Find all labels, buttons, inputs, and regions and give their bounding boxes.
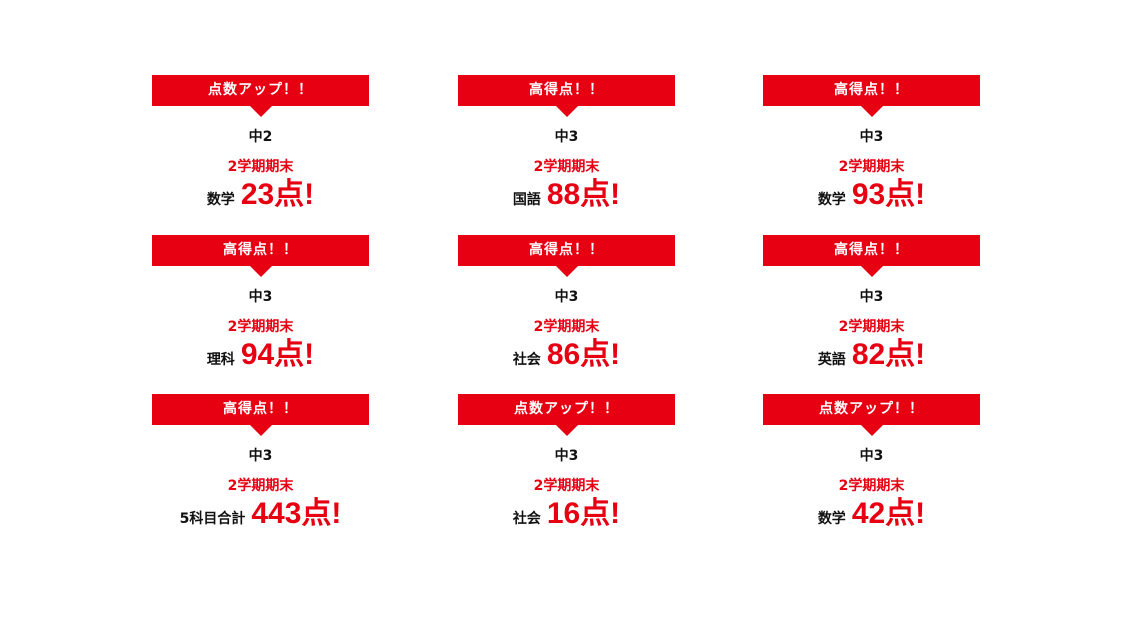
grade-label: 中3 xyxy=(248,289,273,305)
subject-label: 社会 xyxy=(512,352,541,368)
subject-label: 国語 xyxy=(512,192,541,208)
badge-banner: 点数アップ！！ xyxy=(152,75,369,117)
score-line: 数学 42点! xyxy=(763,497,980,531)
result-card: 高得点！！ 中3 2学期期末 5科目合計 443点! xyxy=(152,394,369,531)
score-line: 英語 82点! xyxy=(763,338,980,372)
score-value: 93点! xyxy=(851,178,926,211)
result-card: 高得点！！ 中3 2学期期末 社会 86点! xyxy=(458,235,675,372)
score-line: 5科目合計 443点! xyxy=(152,497,369,531)
term-label: 2学期期末 xyxy=(533,159,600,175)
grade-label: 中3 xyxy=(554,129,579,145)
badge-banner: 点数アップ！！ xyxy=(458,394,675,436)
score-line: 数学 93点! xyxy=(763,178,980,212)
badge-banner: 高得点！！ xyxy=(458,235,675,277)
term-label: 2学期期末 xyxy=(227,478,294,494)
score-value: 16点! xyxy=(546,497,621,530)
result-card: 高得点！！ 中3 2学期期末 理科 94点! xyxy=(152,235,369,372)
badge-banner: 高得点！！ xyxy=(152,394,369,436)
term-label: 2学期期末 xyxy=(227,319,294,335)
grade-label: 中3 xyxy=(554,289,579,305)
subject-label: 5科目合計 xyxy=(179,511,246,527)
term-label: 2学期期末 xyxy=(838,159,905,175)
subject-label: 英語 xyxy=(817,352,846,368)
score-value: 86点! xyxy=(546,338,621,371)
grade-label: 中3 xyxy=(554,448,579,464)
score-line: 社会 86点! xyxy=(458,338,675,372)
term-label: 2学期期末 xyxy=(533,478,600,494)
score-value: 443点! xyxy=(251,497,342,530)
result-card: 点数アップ！！ 中2 2学期期末 数学 23点! xyxy=(152,75,369,212)
result-card: 点数アップ！！ 中3 2学期期末 数学 42点! xyxy=(763,394,980,531)
result-card: 高得点！！ 中3 2学期期末 国語 88点! xyxy=(458,75,675,212)
subject-label: 理科 xyxy=(206,352,235,368)
score-line: 理科 94点! xyxy=(152,338,369,372)
result-card: 点数アップ！！ 中3 2学期期末 社会 16点! xyxy=(458,394,675,531)
badge-banner: 高得点！！ xyxy=(763,75,980,117)
subject-label: 社会 xyxy=(512,511,541,527)
grade-label: 中2 xyxy=(248,129,273,145)
term-label: 2学期期末 xyxy=(227,159,294,175)
score-value: 42点! xyxy=(851,497,926,530)
term-label: 2学期期末 xyxy=(838,319,905,335)
score-value: 94点! xyxy=(240,338,315,371)
score-value: 88点! xyxy=(546,178,621,211)
badge-banner: 高得点！！ xyxy=(152,235,369,277)
score-line: 国語 88点! xyxy=(458,178,675,212)
subject-label: 数学 xyxy=(817,192,846,208)
grade-label: 中3 xyxy=(859,289,884,305)
result-card: 高得点！！ 中3 2学期期末 英語 82点! xyxy=(763,235,980,372)
term-label: 2学期期末 xyxy=(533,319,600,335)
grade-label: 中3 xyxy=(248,448,273,464)
grade-label: 中3 xyxy=(859,448,884,464)
score-value: 82点! xyxy=(851,338,926,371)
subject-label: 数学 xyxy=(206,192,235,208)
subject-label: 数学 xyxy=(817,511,846,527)
score-value: 23点! xyxy=(240,178,315,211)
score-line: 社会 16点! xyxy=(458,497,675,531)
badge-banner: 点数アップ！！ xyxy=(763,394,980,436)
score-line: 数学 23点! xyxy=(152,178,369,212)
badge-banner: 高得点！！ xyxy=(763,235,980,277)
grade-label: 中3 xyxy=(859,129,884,145)
badge-banner: 高得点！！ xyxy=(458,75,675,117)
result-card: 高得点！！ 中3 2学期期末 数学 93点! xyxy=(763,75,980,212)
term-label: 2学期期末 xyxy=(838,478,905,494)
